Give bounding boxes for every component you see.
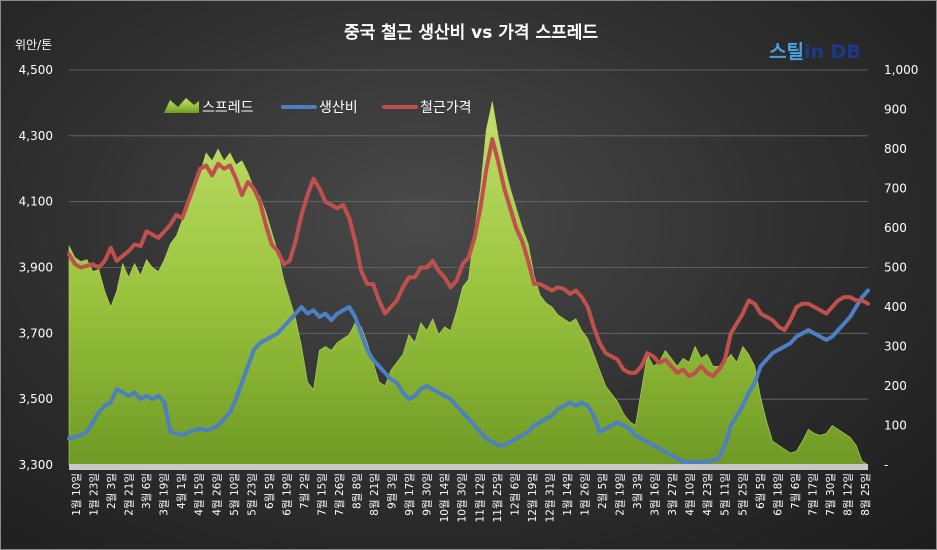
x-tick-label: 4월 1일 (175, 473, 188, 509)
x-tick-label: 9월 3일 (386, 473, 399, 509)
x-tick-label: 3월 3일 (631, 473, 644, 509)
x-tick-label: 5월 11일 (719, 473, 732, 516)
y-left-tick: 3,700 (19, 326, 53, 340)
x-tick-label: 9월 17일 (403, 473, 416, 516)
x-tick-label: 6월 5일 (263, 473, 276, 509)
y-right-tick: 700 (884, 182, 907, 196)
x-tick-label: 2월 21일 (123, 473, 136, 516)
x-tick-label: 2월 19일 (614, 473, 627, 516)
y-right-tick: 1,000 (884, 63, 918, 77)
x-tick-label: 1월 10일 (70, 473, 83, 516)
y-right-tick: 400 (884, 300, 907, 314)
y-right-axis: - 100 200 300 400 500 600 700 800 900 1,000 (884, 63, 918, 472)
x-tick-label: 5월 25일 (736, 473, 749, 516)
x-tick-label: 7월 26일 (333, 473, 346, 516)
y-right-tick: 600 (884, 221, 907, 235)
x-tick-label: 4월 23일 (701, 473, 714, 516)
legend: 스프레드 생산비 철근가격 (164, 98, 472, 116)
x-tick-label: 2월 3일 (105, 473, 118, 509)
x-tick-label: 3월 6일 (140, 473, 153, 509)
x-tick-label: 8월 8일 (351, 473, 364, 509)
x-tick-label: 8월 12일 (842, 473, 855, 516)
legend-label: 생산비 (319, 100, 358, 116)
x-tick-label: 3월 16일 (649, 473, 662, 516)
y-left-tick: 3,900 (19, 261, 53, 275)
x-tick-label: 12월 6일 (508, 473, 521, 516)
y-left-tick: 4,500 (19, 63, 53, 77)
x-tick-label: 6월 19일 (280, 473, 293, 516)
x-tick-label: 7월 6일 (789, 473, 802, 509)
x-tick-label: 7월 15일 (316, 473, 329, 516)
chart-title: 중국 철근 생산비 vs 가격 스프레드 (344, 23, 598, 43)
watermark-text: 스틸in DB (769, 41, 861, 63)
y-left-axis: 3,300 3,500 3,700 3,900 4,100 4,300 4,500 (19, 63, 53, 472)
x-tick-label: 8월 25일 (859, 473, 872, 516)
x-tick-label: 7월 30일 (824, 473, 837, 516)
x-tick-label: 6월 5일 (754, 473, 767, 509)
y-right-tick: 900 (884, 103, 907, 117)
series-price-line (67, 137, 870, 379)
legend-swatch-spread (164, 98, 199, 113)
y-left-unit: 위안/톤 (15, 38, 52, 52)
x-tick-label: 12월 19일 (526, 473, 539, 522)
x-tick-label: 6월 18일 (771, 473, 784, 516)
series-cost-line (67, 288, 870, 464)
legend-label: 철근가격 (420, 100, 472, 116)
y-left-tick: 4,100 (19, 195, 53, 209)
y-right-tick: 800 (884, 142, 907, 156)
x-axis: 1월 10일 1월 23일 2월 3일 2월 21일 3월 6일 3월 19일 4월 1일 4… (70, 473, 872, 522)
x-tick-label: 5월 23일 (245, 473, 258, 516)
x-tick-label: 10월 30일 (456, 473, 469, 522)
x-tick-label: 1월 23일 (88, 473, 101, 516)
x-tick-label: 8월 21일 (368, 473, 381, 516)
x-tick-label: 1월 26일 (579, 473, 592, 516)
x-tick-label: 7월 2일 (298, 473, 311, 509)
x-tick-label: 5월 10일 (228, 473, 241, 516)
x-tick-label: 4월 15일 (193, 473, 206, 516)
x-tick-label: 9월 30일 (421, 473, 434, 516)
y-left-tick: 4,300 (19, 129, 53, 143)
x-tick-label: 12월 31일 (543, 473, 556, 522)
y-right-tick: 500 (884, 261, 907, 275)
x-axis-baseline (69, 464, 868, 470)
series-spread-area (68, 101, 869, 466)
y-right-tick: 200 (884, 379, 907, 393)
x-tick-label: 7월 17일 (806, 473, 819, 516)
y-right-tick: 100 (884, 419, 907, 433)
x-tick-label: 3월 27일 (666, 473, 679, 516)
x-tick-label: 2월 5일 (596, 473, 609, 509)
x-tick-label: 1월 14일 (561, 473, 574, 516)
x-tick-label: 11월 25일 (491, 473, 504, 522)
x-tick-label: 11월 12일 (473, 473, 486, 522)
legend-label: 스프레드 (202, 100, 254, 116)
watermark-logo: 스틸in DB (769, 41, 861, 63)
y-right-tick: 300 (884, 340, 907, 354)
x-tick-label: 3월 19일 (158, 473, 171, 516)
plot-area (67, 101, 870, 470)
x-tick-label: 4월 26일 (210, 473, 223, 516)
y-right-tick: - (884, 458, 888, 472)
x-tick-label: 4월 10일 (684, 473, 697, 516)
y-left-tick: 3,300 (19, 458, 53, 472)
y-left-tick: 3,500 (19, 392, 53, 406)
x-tick-label: 10월 14일 (438, 473, 451, 522)
